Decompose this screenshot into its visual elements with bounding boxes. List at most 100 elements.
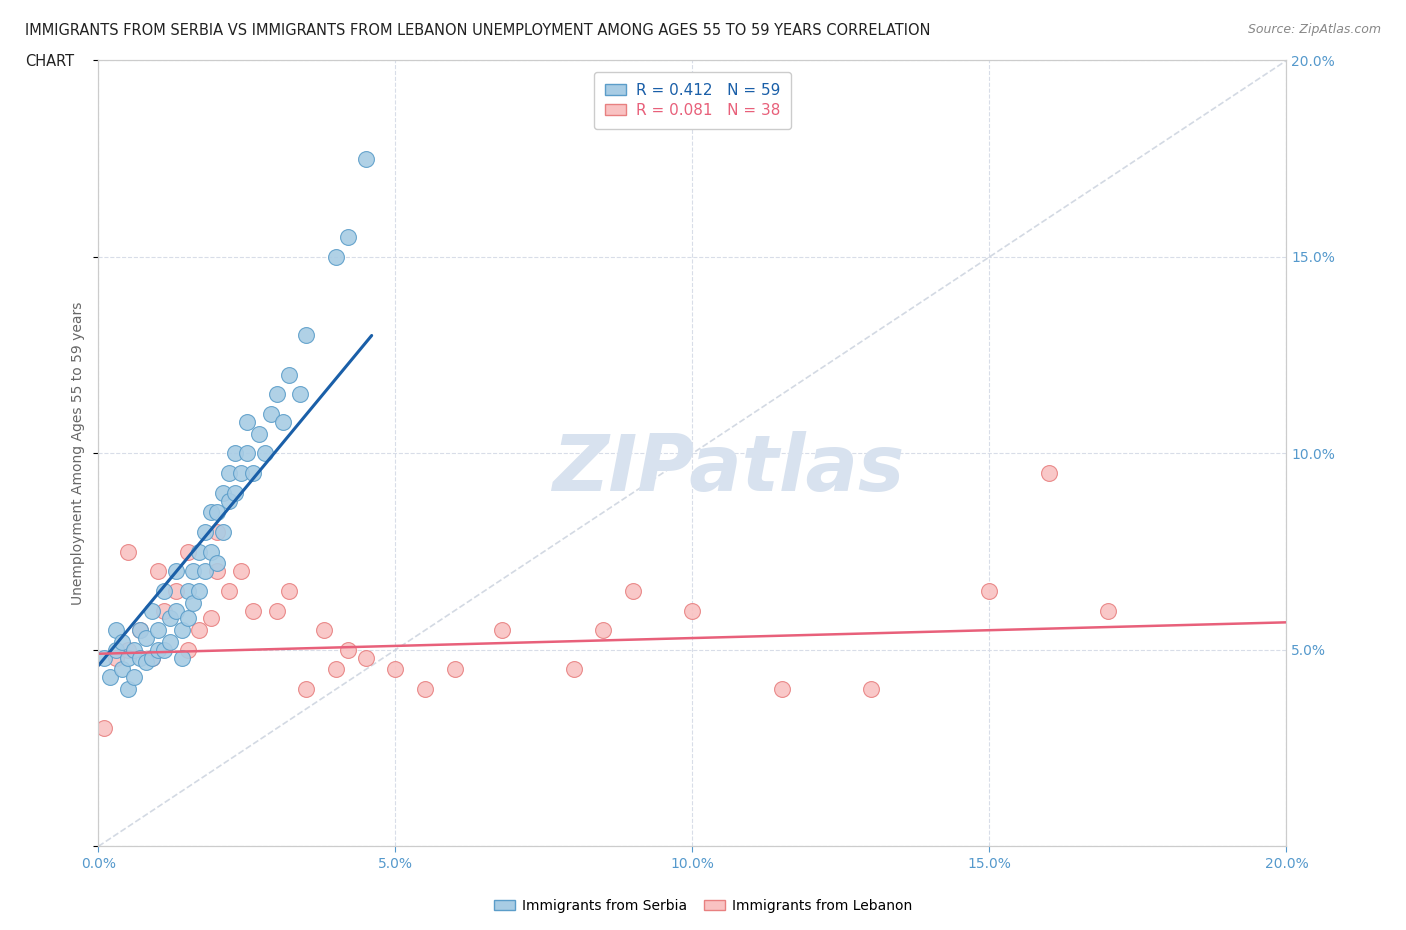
Point	[218, 493, 240, 508]
Point	[146, 623, 169, 638]
Point	[336, 230, 359, 245]
Point	[105, 623, 128, 638]
Text: Source: ZipAtlas.com: Source: ZipAtlas.com	[1247, 23, 1381, 36]
Point	[105, 650, 128, 665]
Point	[491, 623, 513, 638]
Point	[592, 623, 614, 638]
Point	[117, 643, 139, 658]
Text: ZIPatlas: ZIPatlas	[553, 432, 904, 507]
Point	[354, 152, 377, 166]
Point	[200, 611, 222, 626]
Point	[165, 583, 187, 598]
Point	[290, 387, 312, 402]
Point	[194, 525, 217, 539]
Y-axis label: Unemployment Among Ages 55 to 59 years: Unemployment Among Ages 55 to 59 years	[70, 301, 84, 605]
Point	[176, 643, 198, 658]
Point	[218, 583, 240, 598]
Point	[1097, 604, 1119, 618]
Point	[170, 623, 193, 638]
Point	[159, 634, 181, 649]
Point	[224, 485, 246, 500]
Legend: Immigrants from Serbia, Immigrants from Lebanon: Immigrants from Serbia, Immigrants from …	[489, 894, 917, 919]
Point	[200, 505, 222, 520]
Point	[277, 583, 299, 598]
Point	[146, 564, 169, 578]
Point	[325, 249, 347, 264]
Point	[129, 623, 152, 638]
Point	[117, 544, 139, 559]
Point	[141, 604, 163, 618]
Point	[176, 544, 198, 559]
Point	[1038, 466, 1060, 481]
Point	[129, 650, 152, 665]
Point	[295, 328, 318, 343]
Point	[117, 650, 139, 665]
Point	[188, 544, 211, 559]
Point	[271, 415, 294, 430]
Point	[188, 583, 211, 598]
Point	[122, 670, 145, 684]
Point	[111, 662, 134, 677]
Point	[212, 525, 235, 539]
Legend: R = 0.412   N = 59, R = 0.081   N = 38: R = 0.412 N = 59, R = 0.081 N = 38	[595, 72, 790, 128]
Point	[260, 406, 283, 421]
Point	[354, 650, 377, 665]
Point	[218, 466, 240, 481]
Point	[266, 604, 288, 618]
Point	[188, 623, 211, 638]
Point	[105, 643, 128, 658]
Point	[277, 367, 299, 382]
Point	[135, 654, 157, 669]
Point	[207, 525, 229, 539]
Point	[562, 662, 585, 677]
Point	[224, 446, 246, 461]
Point	[229, 466, 252, 481]
Point	[314, 623, 336, 638]
Point	[207, 505, 229, 520]
Point	[194, 564, 217, 578]
Point	[141, 650, 163, 665]
Point	[236, 415, 259, 430]
Point	[682, 604, 704, 618]
Point	[165, 564, 187, 578]
Point	[413, 682, 436, 697]
Point	[770, 682, 793, 697]
Point	[266, 387, 288, 402]
Point	[242, 604, 264, 618]
Point	[135, 631, 157, 645]
Point	[979, 583, 1001, 598]
Point	[117, 682, 139, 697]
Point	[200, 544, 222, 559]
Point	[236, 446, 259, 461]
Point	[141, 650, 163, 665]
Text: CHART: CHART	[25, 54, 75, 69]
Point	[176, 583, 198, 598]
Point	[165, 604, 187, 618]
Point	[443, 662, 465, 677]
Point	[859, 682, 882, 697]
Point	[93, 650, 115, 665]
Point	[253, 446, 276, 461]
Point	[98, 670, 121, 684]
Point	[159, 611, 181, 626]
Point	[212, 485, 235, 500]
Point	[152, 604, 174, 618]
Point	[325, 662, 347, 677]
Point	[621, 583, 644, 598]
Point	[129, 623, 152, 638]
Point	[183, 564, 205, 578]
Point	[295, 682, 318, 697]
Point	[336, 643, 359, 658]
Point	[170, 650, 193, 665]
Point	[242, 466, 264, 481]
Point	[152, 583, 174, 598]
Point	[111, 634, 134, 649]
Point	[207, 564, 229, 578]
Point	[207, 556, 229, 571]
Point	[93, 721, 115, 736]
Point	[384, 662, 406, 677]
Point	[183, 595, 205, 610]
Point	[229, 564, 252, 578]
Point	[152, 643, 174, 658]
Point	[146, 643, 169, 658]
